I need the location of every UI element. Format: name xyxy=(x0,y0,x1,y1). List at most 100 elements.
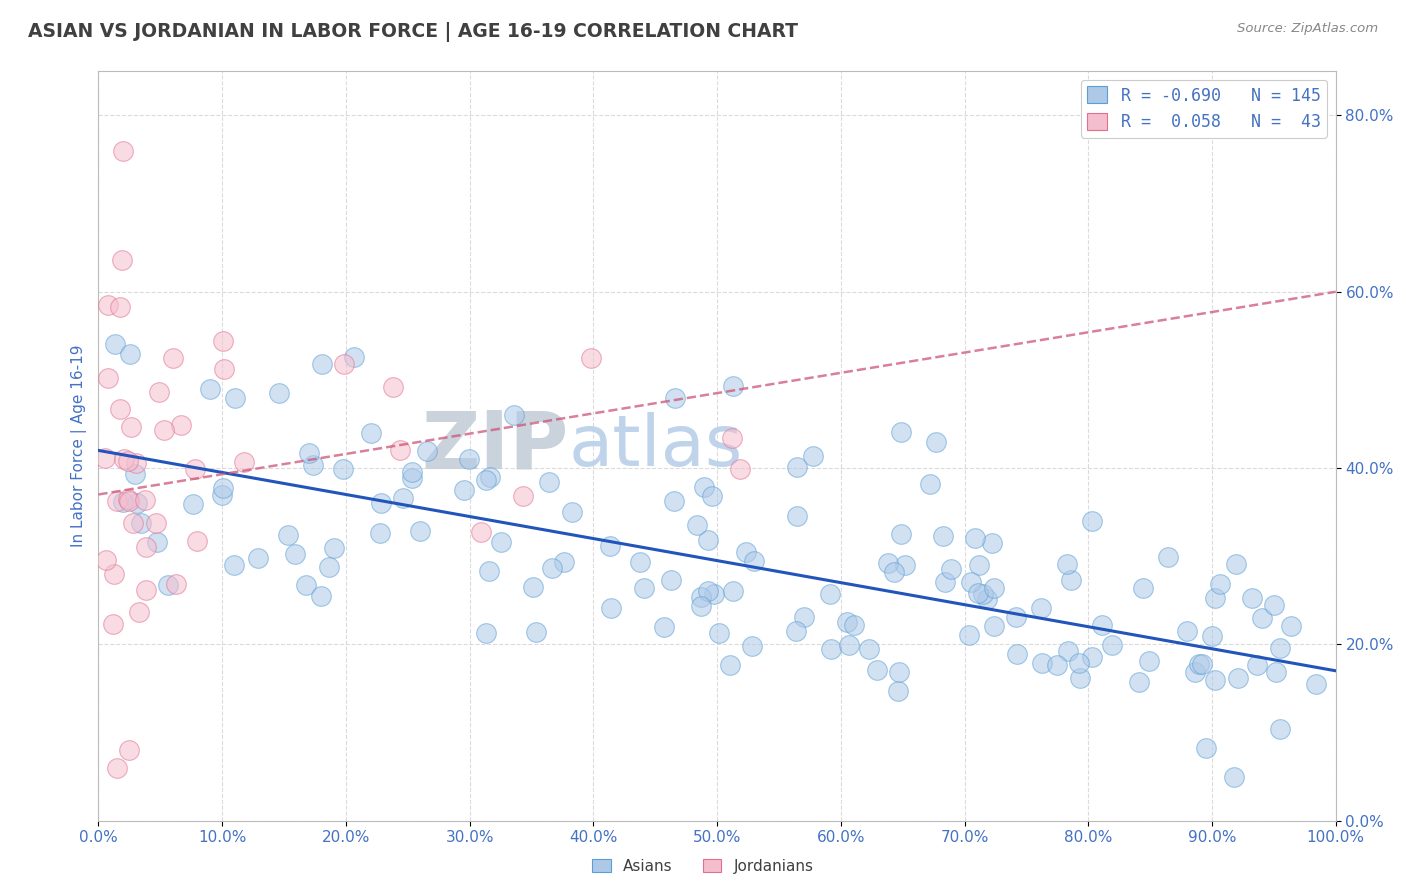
Point xyxy=(702,489,724,503)
Point xyxy=(122,516,145,530)
Point xyxy=(820,587,842,601)
Point xyxy=(104,337,127,351)
Point xyxy=(94,552,117,566)
Point xyxy=(212,482,235,496)
Point xyxy=(1056,558,1078,572)
Point xyxy=(957,628,980,642)
Point xyxy=(118,347,141,361)
Point xyxy=(214,362,236,376)
Point xyxy=(1060,573,1083,587)
Point xyxy=(105,494,128,508)
Point xyxy=(475,625,498,640)
Point xyxy=(1188,657,1211,671)
Point xyxy=(118,494,141,508)
Point xyxy=(844,617,866,632)
Point xyxy=(1057,644,1080,658)
Point xyxy=(1226,671,1249,685)
Point xyxy=(1204,591,1226,605)
Point xyxy=(720,431,742,445)
Point xyxy=(786,508,808,523)
Point xyxy=(1007,647,1029,661)
Point xyxy=(512,489,534,503)
Point xyxy=(1222,770,1244,784)
Point xyxy=(267,385,290,400)
Point xyxy=(659,573,682,587)
Point xyxy=(963,531,986,545)
Point xyxy=(1031,657,1053,671)
Point xyxy=(697,533,720,547)
Point xyxy=(1279,619,1302,633)
Point xyxy=(983,619,1005,633)
Point xyxy=(134,492,156,507)
Point xyxy=(876,556,898,570)
Point xyxy=(1005,610,1028,624)
Point xyxy=(392,491,415,506)
Point xyxy=(127,495,149,509)
Point xyxy=(110,402,132,417)
Point xyxy=(181,496,204,510)
Point xyxy=(890,527,912,541)
Point xyxy=(93,450,115,465)
Point xyxy=(145,535,167,549)
Point xyxy=(224,391,246,405)
Point xyxy=(309,589,332,603)
Point xyxy=(1069,671,1091,685)
Point xyxy=(117,491,139,506)
Point xyxy=(156,578,179,592)
Point xyxy=(360,425,382,440)
Text: ZIP: ZIP xyxy=(422,407,568,485)
Point xyxy=(112,451,135,466)
Point xyxy=(1204,673,1226,687)
Point xyxy=(129,516,152,530)
Point xyxy=(389,442,412,457)
Point xyxy=(198,382,221,396)
Point xyxy=(153,423,176,437)
Point xyxy=(883,565,905,579)
Point xyxy=(1241,591,1264,606)
Text: ASIAN VS JORDANIAN IN LABOR FORCE | AGE 16-19 CORRELATION CHART: ASIAN VS JORDANIAN IN LABOR FORCE | AGE … xyxy=(28,22,799,42)
Text: atlas: atlas xyxy=(568,411,742,481)
Point xyxy=(537,475,560,489)
Point xyxy=(939,562,962,576)
Point xyxy=(1081,514,1104,528)
Point xyxy=(931,529,953,543)
Point xyxy=(478,564,501,578)
Point xyxy=(925,435,948,450)
Point xyxy=(479,469,502,483)
Point xyxy=(1137,654,1160,668)
Point xyxy=(401,465,423,479)
Point xyxy=(918,477,941,491)
Point xyxy=(728,462,751,476)
Point xyxy=(124,467,146,482)
Point xyxy=(803,449,825,463)
Point xyxy=(786,459,808,474)
Point xyxy=(1091,618,1114,632)
Point xyxy=(553,555,575,569)
Point xyxy=(703,587,725,601)
Point xyxy=(723,379,745,393)
Point xyxy=(333,357,356,371)
Point xyxy=(718,657,741,672)
Point xyxy=(741,640,763,654)
Point xyxy=(934,575,956,590)
Point xyxy=(983,581,1005,595)
Point xyxy=(117,454,139,468)
Point xyxy=(858,641,880,656)
Point xyxy=(381,380,404,394)
Point xyxy=(690,599,713,613)
Point xyxy=(1156,549,1178,564)
Point xyxy=(311,357,333,371)
Point xyxy=(145,516,167,531)
Point xyxy=(707,625,730,640)
Point xyxy=(838,638,860,652)
Point xyxy=(837,615,859,630)
Point xyxy=(981,535,1004,549)
Point xyxy=(277,528,299,542)
Point xyxy=(522,580,544,594)
Point xyxy=(332,461,354,475)
Point xyxy=(690,590,713,604)
Point xyxy=(1268,722,1291,736)
Point xyxy=(887,684,910,698)
Point xyxy=(416,444,439,458)
Point xyxy=(893,558,915,572)
